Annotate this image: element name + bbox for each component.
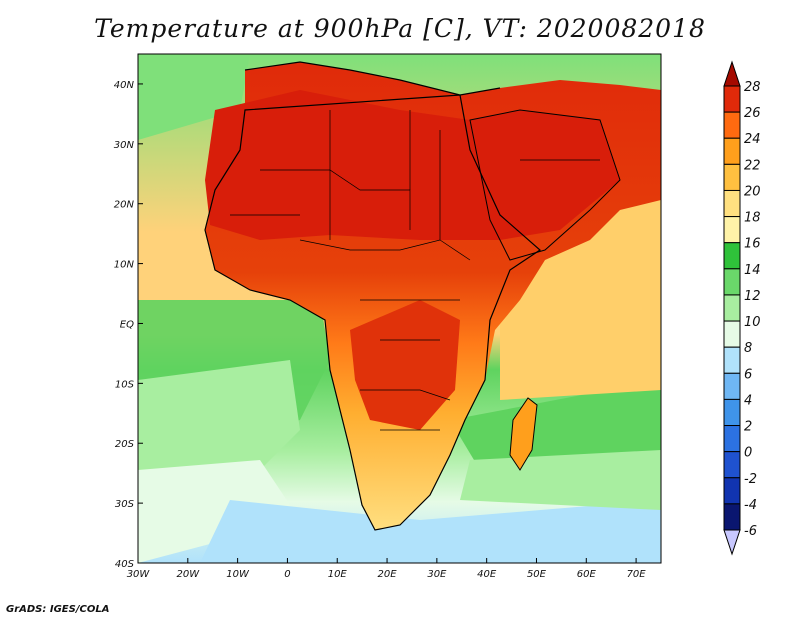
colorbar-swatch: [723, 451, 741, 479]
lon-tick-label: 20E: [378, 569, 398, 580]
colorbar-swatch: [723, 137, 741, 165]
colorbar-label: 12: [744, 289, 761, 304]
colorbar-label: -4: [744, 498, 757, 513]
lat-tick-label: 30S: [115, 499, 135, 510]
lon-tick-label: 20W: [176, 569, 200, 580]
colorbar-swatch: [723, 320, 741, 348]
colorbar-swatch: [723, 372, 741, 400]
colorbar-label: 0: [744, 446, 752, 461]
lon-tick-label: 60E: [577, 569, 597, 580]
credit-label: GrADS: IGES/COLA: [6, 604, 110, 615]
colorbar-swatch: [723, 242, 741, 270]
colorbar-label: -2: [744, 472, 757, 487]
lat-tick-label: 30N: [114, 140, 135, 151]
lat-tick-label: 20S: [115, 439, 135, 450]
colorbar-swatch: [723, 294, 741, 322]
lon-tick-label: 30E: [427, 569, 447, 580]
colorbar-label: 4: [744, 393, 752, 408]
map-area: [138, 54, 661, 563]
colorbar-label: 26: [744, 106, 761, 121]
colorbar-swatch: [723, 398, 741, 427]
colorbar-label: 6: [744, 367, 752, 382]
colorbar-label: 14: [744, 263, 761, 278]
colorbar-swatch: [723, 477, 741, 505]
lon-tick-label: 10E: [328, 569, 348, 580]
colorbar-label: 28: [744, 80, 761, 95]
lon-tick-label: 30W: [127, 569, 151, 580]
colorbar-swatch: [723, 346, 741, 374]
lon-tick-label: 10W: [226, 569, 250, 580]
lat-tick-label: 20N: [114, 200, 135, 211]
colorbar-label: 24: [744, 132, 761, 147]
map-frame: [137, 53, 662, 564]
lon-tick-label: 40E: [477, 569, 497, 580]
longitude-axis: 30W 20W 10W 0 10E 20E 30E 40E 50E 60E 70E: [127, 558, 647, 580]
lat-tick-label: 40N: [114, 80, 135, 91]
colorbar-swatch: [723, 425, 741, 453]
colorbar-label: 2: [744, 420, 752, 435]
colorbar-bottom-arrow: [723, 529, 741, 556]
colorbar-label: 16: [744, 237, 761, 252]
colorbar-swatch: [723, 503, 741, 531]
colorbar-label: 22: [744, 158, 761, 173]
colorbar-label: -6: [744, 524, 757, 539]
lon-tick-label: 50E: [527, 569, 547, 580]
colorbar-label: 10: [744, 315, 761, 330]
colorbar-label: 8: [744, 341, 752, 356]
colorbar-top-arrow: [723, 60, 741, 87]
colorbar-swatch: [723, 85, 741, 113]
lon-tick-label: 0: [284, 569, 290, 580]
lon-tick-label: 70E: [627, 569, 647, 580]
lat-tick-label: 40S: [115, 559, 135, 570]
colorbar-label: 18: [744, 211, 761, 226]
lat-tick-label: 10S: [115, 379, 135, 390]
lat-tick-label: EQ: [120, 319, 134, 330]
lat-tick-label: 10N: [114, 260, 135, 271]
colorbar-label: 20: [744, 184, 761, 199]
colorbar-swatch: [723, 163, 741, 191]
colorbar-swatch: [723, 216, 741, 244]
map-title: Temperature at 900hPa [C], VT: 202008201…: [94, 14, 706, 43]
colorbar-swatch: [723, 111, 741, 139]
colorbar-swatch: [723, 268, 741, 296]
colorbar-swatch: [723, 189, 741, 218]
latitude-axis: 40N 30N 20N 10N EQ 10S 20S 30S 40S: [114, 80, 143, 570]
